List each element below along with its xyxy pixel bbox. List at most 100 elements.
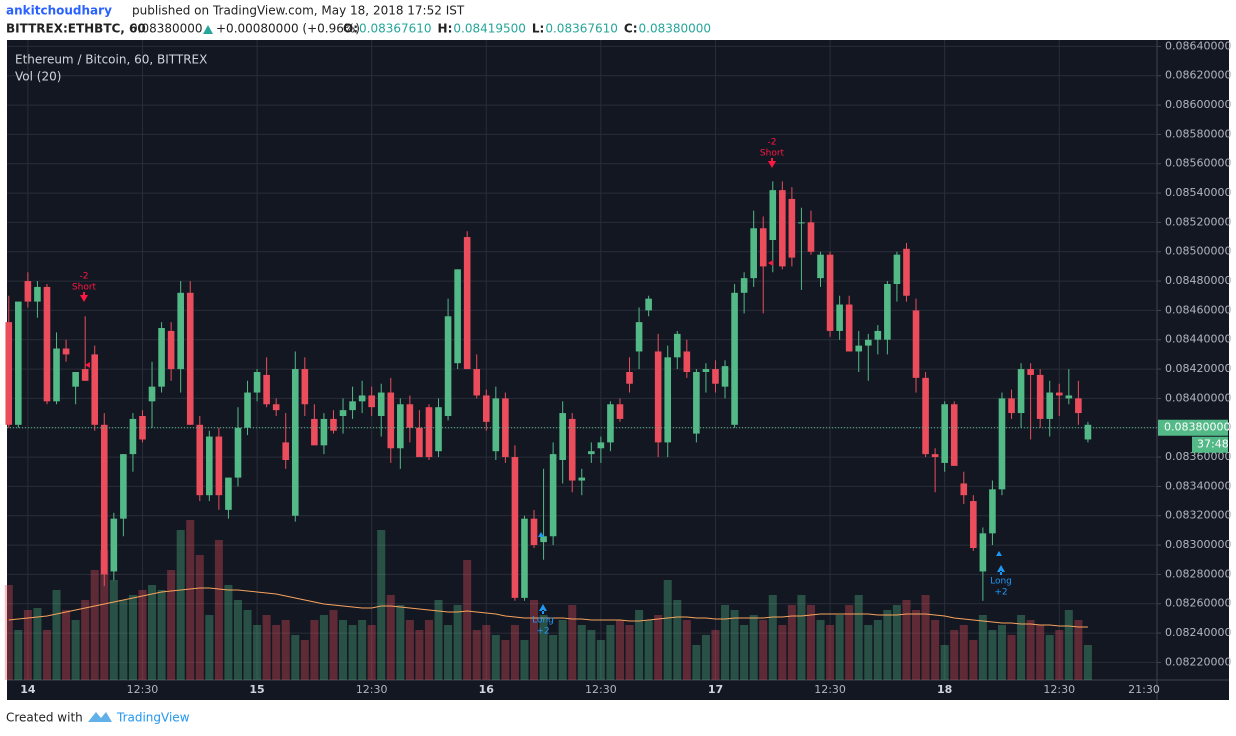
- marker-arrow: [768, 158, 776, 168]
- candle-body: [750, 228, 757, 279]
- candle-body: [998, 398, 1006, 490]
- volume-bar: [424, 620, 433, 680]
- volume-bar: [128, 595, 137, 680]
- candle-body: [301, 369, 309, 405]
- x-tick-label: 12:30: [585, 683, 617, 696]
- up-arrow: [203, 25, 213, 34]
- volume-bar: [940, 645, 949, 680]
- volume-bar: [71, 620, 80, 680]
- candle-body: [406, 404, 414, 428]
- candle-body: [826, 254, 834, 331]
- candle-body: [291, 369, 299, 516]
- candle-body: [578, 477, 586, 481]
- volume-bar: [14, 630, 23, 680]
- candle-body: [817, 254, 824, 279]
- brand[interactable]: TradingView: [116, 711, 190, 725]
- y-tick-label: 0.08280000: [1165, 567, 1231, 580]
- volume-bar: [1026, 620, 1035, 680]
- candle-body: [320, 418, 328, 446]
- candle-body: [158, 328, 165, 387]
- candle-body: [482, 395, 490, 422]
- candle-body: [330, 418, 337, 431]
- candle-body: [1036, 374, 1044, 419]
- volume-bar: [482, 625, 491, 680]
- candle-body: [196, 424, 204, 496]
- candle-body: [616, 404, 624, 419]
- marker-qty: -2: [768, 138, 777, 148]
- symbol: BITTREX:ETHBTC, 60: [6, 22, 146, 36]
- volume-bar: [233, 600, 242, 680]
- candle-body: [81, 369, 89, 381]
- y-tick-label: 0.08440000: [1165, 333, 1231, 346]
- candle-body: [779, 190, 786, 267]
- marker-arrow: [539, 604, 547, 614]
- volume-bar: [759, 620, 768, 680]
- volume-bar: [1045, 635, 1054, 680]
- candle-body: [129, 418, 137, 455]
- author[interactable]: ankitchoudhary: [6, 4, 112, 18]
- volume-title: Vol (20): [15, 70, 61, 84]
- ohlc-value: 0.08367610: [545, 22, 618, 36]
- volume-bar: [243, 610, 252, 680]
- candle-body: [1065, 395, 1073, 399]
- candle-body: [702, 369, 710, 372]
- x-tick-label: 18: [937, 683, 952, 696]
- y-tick-label: 0.08580000: [1165, 127, 1231, 140]
- volume-bar: [491, 635, 500, 680]
- volume-bar: [453, 605, 462, 680]
- candle-body: [368, 395, 375, 408]
- volume-bar: [835, 615, 844, 680]
- candle-body: [282, 442, 290, 460]
- y-tick-label: 0.08300000: [1165, 538, 1231, 551]
- candle-body: [559, 413, 566, 460]
- candle-body: [731, 292, 738, 425]
- created-with: Created with: [6, 711, 83, 725]
- countdown: 37:48: [1197, 438, 1229, 451]
- candle-body: [349, 401, 356, 411]
- volume-bar: [883, 610, 892, 680]
- volume-bar: [272, 625, 281, 680]
- candle-body: [549, 454, 557, 537]
- candle-body: [177, 292, 184, 370]
- volume-bar: [4, 585, 13, 680]
- x-tick-label: 12:30: [1043, 683, 1075, 696]
- volume-bar: [606, 625, 615, 680]
- chart-panel: [7, 40, 1229, 700]
- x-tick-label: 12:30: [127, 683, 159, 696]
- volume-bar: [23, 610, 32, 680]
- volume-bar: [42, 630, 51, 680]
- candle-body: [645, 298, 652, 311]
- volume-bar: [262, 615, 271, 680]
- candle-body: [416, 427, 423, 458]
- tv-logo: [88, 712, 112, 722]
- volume-bar: [119, 600, 128, 680]
- volume-ma: [8, 587, 1088, 628]
- volume-bar: [816, 620, 825, 680]
- candle-body: [72, 372, 79, 387]
- candle-body: [912, 310, 920, 378]
- y-tick-label: 0.08540000: [1165, 186, 1231, 199]
- change: +0.00080000 (+0.96%): [216, 22, 360, 36]
- candle-body: [922, 377, 929, 455]
- volume-bar: [740, 625, 749, 680]
- y-tick-label: 0.08400000: [1165, 391, 1231, 404]
- volume-bar: [730, 610, 739, 680]
- volume-bar: [625, 625, 634, 680]
- volume-bar: [921, 595, 930, 680]
- volume-bar: [950, 630, 959, 680]
- volume-bar: [711, 630, 720, 680]
- candle-body: [454, 269, 461, 364]
- price-box: [1158, 419, 1228, 436]
- volume-bar: [568, 605, 577, 680]
- candle-body: [358, 395, 366, 402]
- candle-body: [798, 222, 805, 224]
- marker-text: Long: [532, 616, 554, 626]
- candle-body: [91, 354, 99, 425]
- candle-body: [34, 286, 41, 302]
- volume-bar: [405, 620, 414, 680]
- candle-body: [588, 451, 595, 455]
- published: published on TradingView.com, May 18, 20…: [132, 4, 465, 18]
- candle-body: [960, 483, 968, 496]
- volume-bar: [1074, 620, 1083, 680]
- volume-bar: [367, 625, 376, 680]
